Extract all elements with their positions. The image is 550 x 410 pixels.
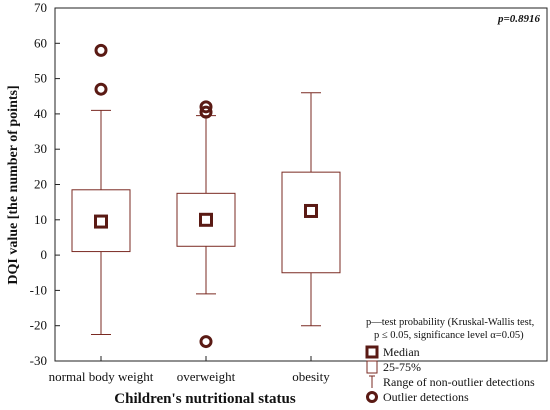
box-group-1 — [176, 100, 236, 349]
outlier-point — [199, 100, 213, 114]
box-group-2 — [281, 92, 341, 327]
legend-median-symbol — [365, 345, 379, 359]
x-tick-label: obesity — [292, 369, 330, 384]
iqr-box — [176, 192, 236, 247]
y-tick-label: 0 — [41, 247, 48, 262]
legend-item-median: Median — [365, 345, 420, 359]
y-axis: -30 -20 -10 0 10 20 30 40 50 60 70 — [30, 0, 60, 368]
legend-item-whisker: Range of non-outlier detections — [369, 375, 535, 389]
y-tick-label: -10 — [30, 282, 47, 297]
y-tick-label: 70 — [34, 0, 47, 15]
y-tick-label: -30 — [30, 353, 47, 368]
median-marker — [304, 203, 318, 218]
legend-item-outlier: Outlier detections — [366, 390, 469, 404]
legend-label: Median — [383, 345, 420, 359]
note-line-1: p—test probability (Kruskal-Wallis test, — [366, 317, 534, 328]
legend-outlier-symbol — [366, 391, 378, 403]
iqr-box — [71, 189, 131, 253]
y-tick-label: 40 — [34, 106, 47, 121]
outlier-point — [199, 335, 213, 349]
p-value-annotation: p=0.8916 — [497, 13, 541, 25]
iqr-box — [281, 171, 341, 274]
box-series — [71, 43, 341, 349]
x-axis-title: Children's nutritional status — [114, 391, 296, 407]
y-tick-label: -20 — [30, 318, 47, 333]
box-group-0 — [71, 43, 131, 336]
x-tick-label: overweight — [177, 369, 236, 384]
x-axis: normal body weight overweight obesity — [49, 356, 330, 384]
note-line-2: p ≤ 0.05, significance level α=0.05) — [374, 330, 524, 341]
outlier-point — [94, 82, 108, 96]
y-tick-label: 10 — [34, 212, 47, 227]
y-tick-label: 60 — [34, 35, 47, 50]
outlier-point — [199, 105, 213, 119]
x-tick-label: normal body weight — [49, 369, 154, 384]
legend-label: Range of non-outlier detections — [383, 375, 535, 389]
y-tick-label: 50 — [34, 71, 47, 86]
outlier-point — [94, 43, 108, 57]
legend-label: Outlier detections — [383, 390, 469, 404]
legend-label: 25-75% — [383, 360, 421, 374]
legend-box-symbol — [366, 360, 378, 374]
legend-item-box: 25-75% — [366, 360, 421, 374]
median-marker — [199, 212, 213, 227]
y-axis-title: DQI value [the number of points] — [6, 85, 21, 284]
median-marker — [94, 214, 108, 229]
y-tick-label: 20 — [34, 177, 47, 192]
y-tick-label: 30 — [34, 141, 47, 156]
